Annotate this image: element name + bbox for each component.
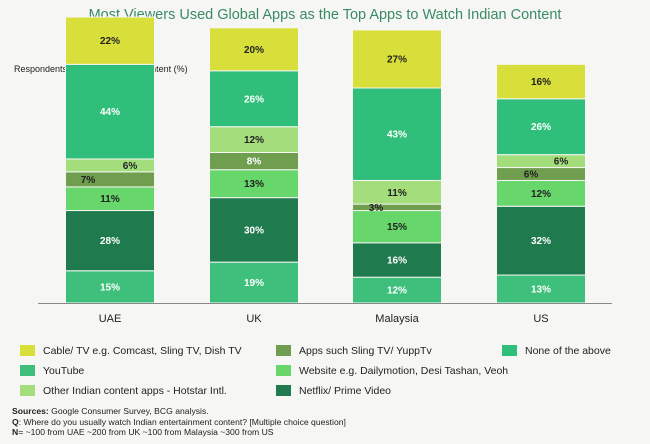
- bar-us-website: [496, 179, 586, 207]
- value-label-malaysia-cable: 27%: [387, 54, 407, 65]
- bar-uae-cable: [65, 16, 155, 65]
- chart-title: Most Viewers Used Global Apps as the Top…: [88, 7, 562, 23]
- sources-label: Sources:: [12, 406, 49, 416]
- stacked-bar-chart: 15% 28% 11% 7% 6% 44% 22% 19% 30% 13% 8% 12% 26% 20% 1…: [38, 16, 612, 325]
- value-label-uae-apps_sling: 7%: [81, 175, 96, 186]
- legend-label-none: None of the above: [525, 344, 611, 357]
- bar-us-youtube: [496, 274, 586, 304]
- value-label-malaysia-apps_sling: 3%: [369, 203, 384, 214]
- bar-us-none: [496, 98, 586, 156]
- value-label-malaysia-youtube: 12%: [387, 286, 407, 297]
- legend-item-cable: Cable/ TV e.g. Comcast, Sling TV, Dish T…: [20, 344, 242, 357]
- value-label-uk-netflix: 30%: [244, 225, 264, 236]
- legend-item-website: Website e.g. Dailymotion, Desi Tashan, V…: [276, 364, 508, 377]
- legend-item-none: None of the above: [502, 344, 611, 357]
- value-label-uae-other_indian: 6%: [123, 161, 138, 172]
- sample-size-label: N: [12, 427, 19, 437]
- legend-swatch-youtube: [20, 365, 35, 376]
- value-label-malaysia-netflix: 16%: [387, 256, 407, 267]
- legend-label-apps_sling: Apps such Sling TV/ YuppTv: [299, 344, 432, 357]
- chart-notes: Sources: Google Consumer Survey, BCG ana…: [12, 406, 346, 438]
- value-label-us-cable: 16%: [531, 77, 551, 88]
- legend-item-netflix: Netflix/ Prime Video: [276, 384, 391, 397]
- bar-uk-none: [209, 70, 299, 128]
- bar-malaysia-apps_sling: [352, 203, 442, 212]
- legend-item-apps_sling: Apps such Sling TV/ YuppTv: [276, 344, 432, 357]
- value-label-us-apps_sling: 6%: [524, 170, 539, 181]
- value-label-malaysia-none: 43%: [387, 130, 407, 141]
- legend-swatch-apps_sling: [276, 345, 291, 356]
- value-label-uae-none: 44%: [100, 107, 120, 118]
- bar-uae-apps_sling: [65, 171, 155, 188]
- bar-uae-youtube: [65, 270, 155, 304]
- legend-swatch-netflix: [276, 385, 291, 396]
- bar-us-apps_sling: [496, 167, 586, 181]
- value-label-uk-other_indian: 12%: [244, 135, 264, 146]
- question-label: Q: [12, 416, 19, 427]
- value-label-us-youtube: 13%: [531, 285, 551, 296]
- value-label-malaysia-website: 15%: [387, 222, 407, 233]
- value-label-uk-apps_sling: 8%: [247, 157, 262, 168]
- legend-swatch-website: [276, 365, 291, 376]
- value-label-us-website: 12%: [531, 189, 551, 200]
- bar-uae-other_indian: [65, 158, 155, 173]
- value-label-uk-youtube: 19%: [244, 278, 264, 289]
- value-label-uae-website: 11%: [100, 194, 120, 205]
- question-text: : Where do you usually watch Indian ente…: [18, 416, 346, 427]
- x-tick-label-us: US: [533, 313, 548, 325]
- value-label-uae-youtube: 15%: [100, 282, 120, 293]
- bar-malaysia-website: [352, 210, 442, 244]
- value-label-uk-website: 13%: [244, 179, 264, 190]
- value-label-uae-netflix: 28%: [100, 236, 120, 247]
- legend-label-other_indian: Other Indian content apps - Hotstar Intl…: [43, 384, 227, 397]
- bar-us-cable: [496, 63, 586, 100]
- bar-malaysia-youtube: [352, 276, 442, 304]
- sample-size-text: = ~100 from UAE ~200 from UK ~100 from M…: [18, 427, 274, 437]
- x-tick-label-uk: UK: [246, 313, 262, 325]
- legend-swatch-none: [502, 345, 517, 356]
- bar-uk-cable: [209, 27, 299, 72]
- legend-label-netflix: Netflix/ Prime Video: [299, 384, 392, 397]
- legend-label-cable: Cable/ TV e.g. Comcast, Sling TV, Dish T…: [43, 344, 242, 357]
- legend-label-youtube: YouTube: [43, 364, 85, 377]
- value-label-us-netflix: 32%: [531, 236, 551, 247]
- question-line: Q: Where do you usually watch Indian ent…: [12, 417, 346, 428]
- sources-text: Google Consumer Survey, BCG analysis.: [51, 406, 209, 416]
- legend-swatch-cable: [20, 345, 35, 356]
- value-label-uk-none: 26%: [244, 94, 264, 105]
- value-label-malaysia-other_indian: 11%: [387, 188, 407, 199]
- sample-size-line: N= ~100 from UAE ~200 from UK ~100 from …: [12, 427, 346, 438]
- legend-item-other_indian: Other Indian content apps - Hotstar Intl…: [20, 384, 227, 397]
- x-tick-label-malaysia: Malaysia: [375, 313, 419, 325]
- bar-malaysia-cable: [352, 29, 442, 89]
- legend-item-youtube: YouTube: [20, 364, 84, 377]
- sources-line: Sources: Google Consumer Survey, BCG ana…: [12, 406, 346, 417]
- bar-malaysia-netflix: [352, 242, 442, 278]
- bar-uk-other_indian: [209, 126, 299, 153]
- legend: Cable/ TV e.g. Comcast, Sling TV, Dish T…: [20, 344, 650, 400]
- legend-swatch-other_indian: [20, 385, 35, 396]
- value-label-uae-cable: 22%: [100, 36, 120, 47]
- legend-label-website: Website e.g. Dailymotion, Desi Tashan, V…: [299, 364, 509, 377]
- value-label-uk-cable: 20%: [244, 45, 264, 56]
- value-label-us-none: 26%: [531, 122, 551, 133]
- x-tick-label-uae: UAE: [99, 313, 122, 325]
- bar-us-other_indian: [496, 154, 586, 169]
- value-label-us-other_indian: 6%: [554, 157, 569, 168]
